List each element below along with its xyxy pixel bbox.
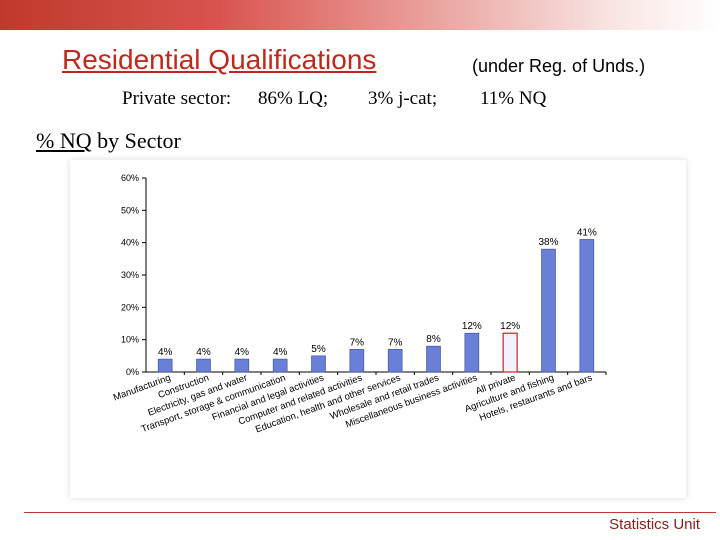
y-tick-label: 20% (121, 302, 139, 312)
data-label: 7% (388, 337, 403, 348)
section-heading: % NQ by Sector (36, 128, 181, 154)
bar (272, 358, 288, 373)
y-tick-label: 10% (121, 335, 139, 345)
bar (311, 355, 326, 373)
data-label: 38% (538, 237, 558, 248)
data-label: 41% (577, 227, 597, 238)
nq-by-sector-chart: 0% 10% 20% 30% 40% 50% 60% 4% Manufacturing 4% Con… (70, 160, 686, 498)
bar (502, 332, 518, 373)
data-label: 5% (311, 344, 326, 355)
bar (579, 239, 595, 373)
private-sector-label: Private sector: (122, 88, 232, 109)
footer-label: Statistics Unit (609, 516, 700, 533)
section-heading-underlined: % NQ (36, 128, 92, 153)
section-heading-rest: by Sector (91, 128, 181, 153)
bar (426, 345, 441, 373)
footer-divider (24, 512, 716, 513)
chart-svg: 0%10%20%30%40%50%60%4%Manufacturing4%Con… (112, 173, 607, 435)
lq-stat: 86% LQ; (258, 88, 329, 109)
jcat-stat: 3% j-cat; (368, 88, 438, 109)
top-gradient-bar (0, 0, 720, 30)
bar (387, 349, 403, 373)
bar (349, 349, 365, 373)
y-tick-label: 40% (121, 238, 139, 248)
bar (541, 248, 556, 373)
y-tick-label: 60% (121, 173, 139, 183)
y-tick-label: 0% (126, 367, 139, 377)
bar (234, 358, 250, 373)
data-label: 4% (158, 347, 173, 358)
nq-stat: 11% NQ (480, 88, 547, 109)
data-label: 7% (350, 337, 365, 348)
bar (196, 358, 211, 373)
y-tick-label: 50% (121, 205, 139, 215)
data-label: 4% (196, 347, 211, 358)
y-tick-label: 30% (121, 270, 139, 280)
data-label: 8% (426, 334, 441, 345)
data-label: 4% (273, 347, 288, 358)
data-label: 12% (500, 321, 520, 332)
slide-title: Residential Qualifications (62, 44, 377, 75)
bar (464, 332, 480, 373)
data-label: 12% (462, 321, 482, 332)
slide-subtitle: (under Reg. of Unds.) (472, 56, 646, 76)
data-label: 4% (235, 347, 250, 358)
bar (157, 358, 173, 373)
